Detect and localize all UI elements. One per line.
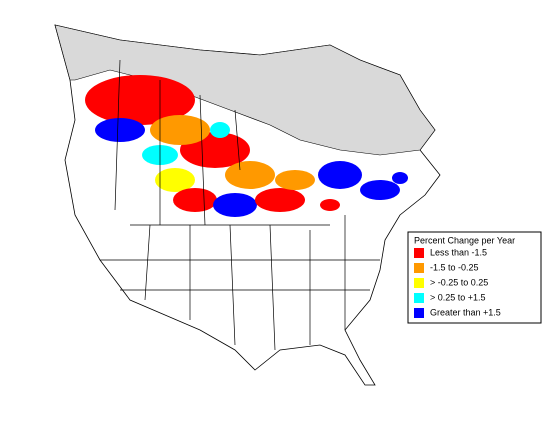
legend-swatch [414, 293, 424, 303]
region [173, 188, 217, 212]
legend: Percent Change per Year Less than -1.5 -1… [407, 231, 542, 324]
map [54, 24, 441, 386]
region [150, 115, 210, 145]
borders [100, 59, 380, 351]
region [225, 161, 275, 189]
legend-title: Percent Change per Year [414, 235, 515, 245]
legend-label: Less than -1.5 [430, 247, 487, 257]
region [155, 168, 195, 192]
legend-swatch [414, 248, 424, 258]
legend-label: > -0.25 to 0.25 [430, 277, 488, 287]
legend-swatch [414, 278, 424, 288]
legend-swatch [414, 308, 424, 318]
region [95, 118, 145, 142]
colored-regions [85, 75, 408, 217]
region [210, 122, 230, 138]
region [255, 188, 305, 212]
region [213, 193, 257, 217]
legend-label: -1.5 to -0.25 [430, 262, 479, 272]
region [85, 75, 195, 125]
legend-label: > 0.25 to +1.5 [430, 292, 486, 302]
region [360, 180, 400, 200]
unsurveyed-region [54, 24, 436, 156]
legend-box [407, 231, 542, 324]
legend-swatch [414, 263, 424, 273]
region [320, 199, 340, 211]
region [318, 161, 362, 189]
legend-label: Greater than +1.5 [430, 307, 501, 317]
region [392, 172, 408, 184]
region [275, 170, 315, 190]
